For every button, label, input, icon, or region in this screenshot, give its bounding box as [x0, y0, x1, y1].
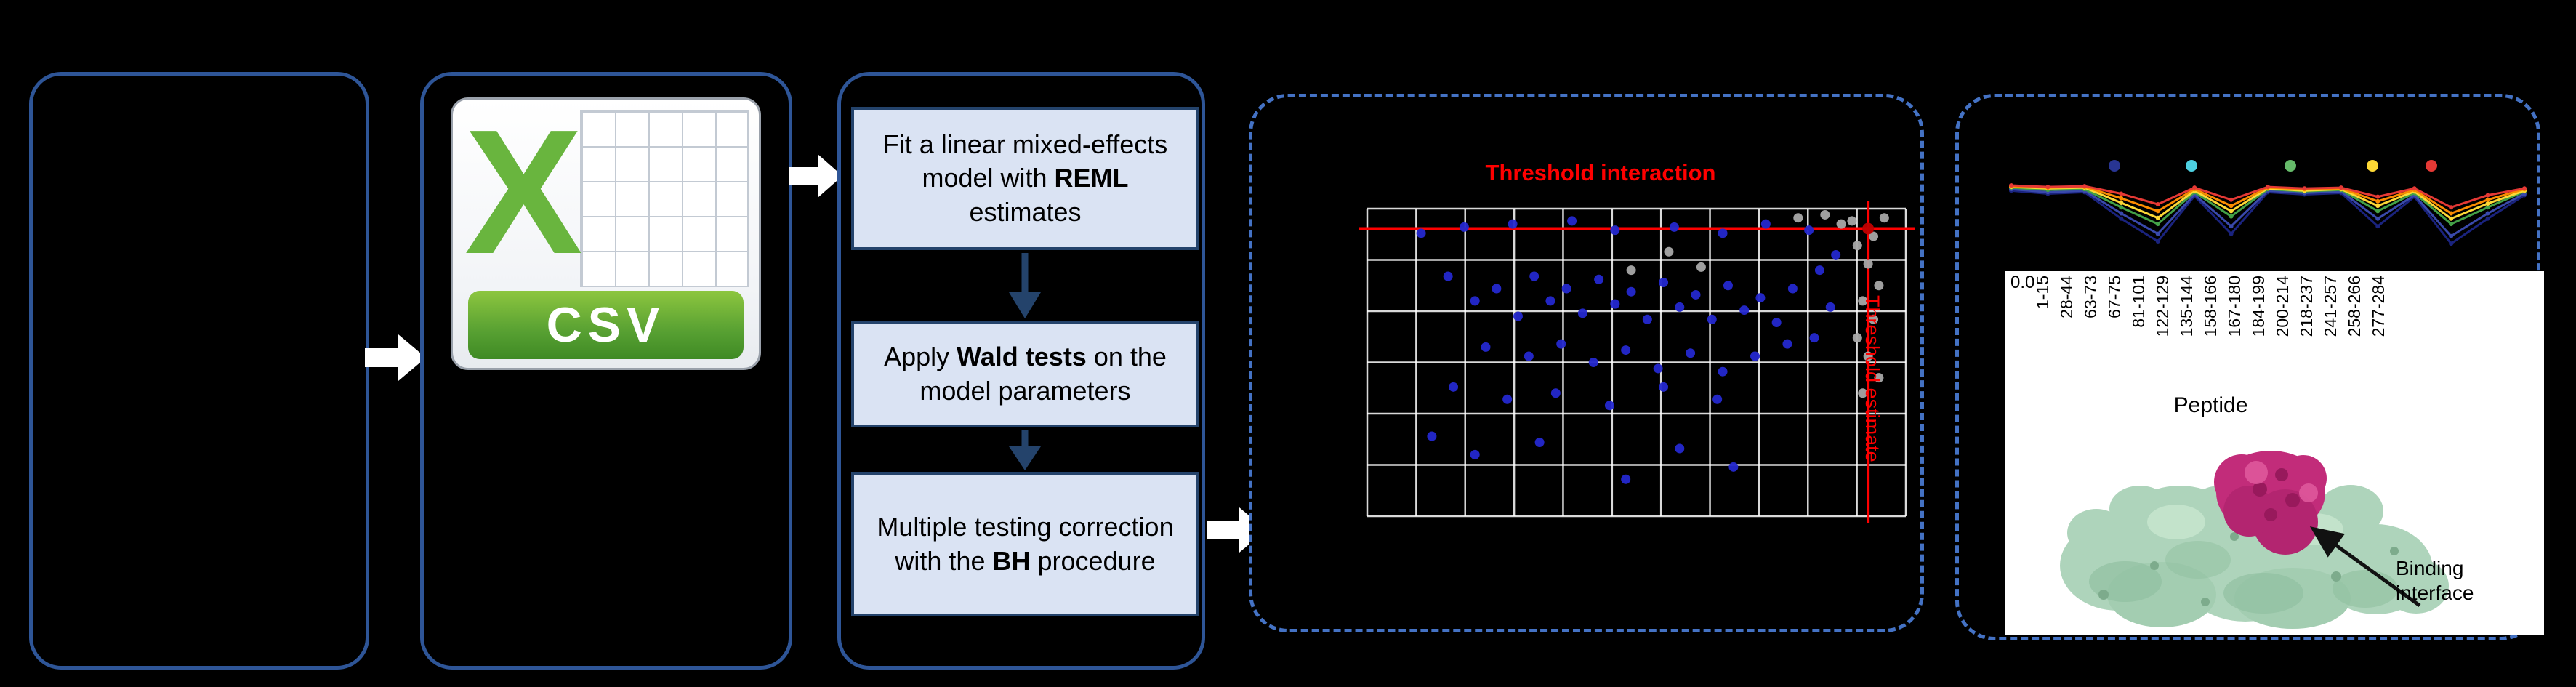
peptide-tick-label: 218-237 — [2297, 276, 2316, 337]
step-wald-pre: Apply — [884, 342, 957, 372]
step-text-reml: Fit a linear mixed-effects model with RE… — [854, 124, 1196, 233]
step-bh-pre: Multiple testing correction with the — [877, 512, 1174, 576]
peptide-tick-label: 1-15 — [2033, 276, 2052, 310]
peptide-uptake-chart — [2009, 160, 2527, 246]
scatter-result-box: Threshold interaction Threshold estimate — [1249, 94, 1924, 632]
step-bh-bold: BH — [992, 545, 1031, 576]
step-text-bh: Multiple testing correction with the BH … — [868, 506, 1182, 582]
protein-structure-image — [2060, 451, 2449, 629]
scatter-right-axis-label: Threshold estimate — [1861, 295, 1883, 462]
peptide-tick-label: 258-266 — [2345, 276, 2364, 337]
binding-interface-label: Binding interface — [2396, 557, 2474, 604]
step-reml-bold: REML — [1054, 163, 1129, 193]
step-wald-bold: Wald tests — [957, 342, 1087, 372]
step-box-bh: Multiple testing correction with the BH … — [851, 472, 1199, 616]
flow-arrow-right-1 — [365, 334, 426, 381]
step-wald-post: on the model parameters — [919, 342, 1167, 406]
binding-interface-arrow — [2309, 526, 2421, 608]
scatter-plot — [1359, 201, 1915, 523]
peptide-tick-label: 277-284 — [2369, 276, 2388, 337]
excel-x-letter: X — [464, 97, 583, 291]
hdx-result-box: 0.0 1-15 28-44 63-73 67-75 81-101 122-129 135-… — [1955, 94, 2544, 640]
peptide-axis-labels: 1-15 28-44 63-73 67-75 81-101 122-129 135-144 1… — [2031, 276, 2391, 337]
hdx-white-panel: 0.0 1-15 28-44 63-73 67-75 81-101 122-129 135-… — [2005, 271, 2544, 635]
step-text-wald: Apply Wald tests on the model parameters — [854, 336, 1196, 411]
peptide-tick-label: 184-199 — [2249, 276, 2268, 337]
y-axis-tick-label: 0.0 — [2011, 273, 2035, 292]
csv-file-icon: X CSV — [451, 97, 761, 370]
csv-banner-label: CSV — [468, 291, 744, 359]
peptide-tick-label: 241-257 — [2321, 276, 2340, 337]
peptide-tick-label: 28-44 — [2057, 276, 2076, 318]
peptide-tick-label: 200-214 — [2273, 276, 2292, 337]
peptide-tick-label: 158-166 — [2201, 276, 2220, 337]
input-data-box — [29, 72, 369, 670]
binding-interface-magenta — [2214, 451, 2327, 555]
peptide-tick-label: 67-75 — [2105, 276, 2124, 318]
scatter-title: Threshold interaction — [1485, 160, 1716, 185]
csv-page: X CSV — [451, 97, 761, 370]
peptide-tick-label: 63-73 — [2081, 276, 2100, 318]
step-reml-post: estimates — [969, 196, 1082, 227]
statistics-steps-box: Fit a linear mixed-effects model with RE… — [837, 72, 1205, 670]
step-box-wald: Apply Wald tests on the model parameters — [851, 321, 1199, 427]
step-bh-post: procedure — [1030, 545, 1156, 576]
csv-input-box: X CSV — [420, 72, 792, 670]
peptide-tick-label: 135-144 — [2177, 276, 2196, 337]
step-arrow-down-2 — [1009, 430, 1041, 470]
flow-arrow-right-2 — [789, 154, 842, 198]
peptide-tick-label: 167-180 — [2225, 276, 2244, 337]
peptide-tick-label: 122-129 — [2153, 276, 2172, 337]
peptide-axis-title: Peptide — [2173, 393, 2248, 417]
step-box-reml: Fit a linear mixed-effects model with RE… — [851, 107, 1199, 250]
spreadsheet-grid-icon — [580, 110, 749, 287]
peptide-tick-label: 81-101 — [2129, 276, 2148, 328]
step-reml-pre: Fit a linear mixed-effects model with — [882, 129, 1168, 193]
step-arrow-down-1 — [1009, 253, 1041, 318]
